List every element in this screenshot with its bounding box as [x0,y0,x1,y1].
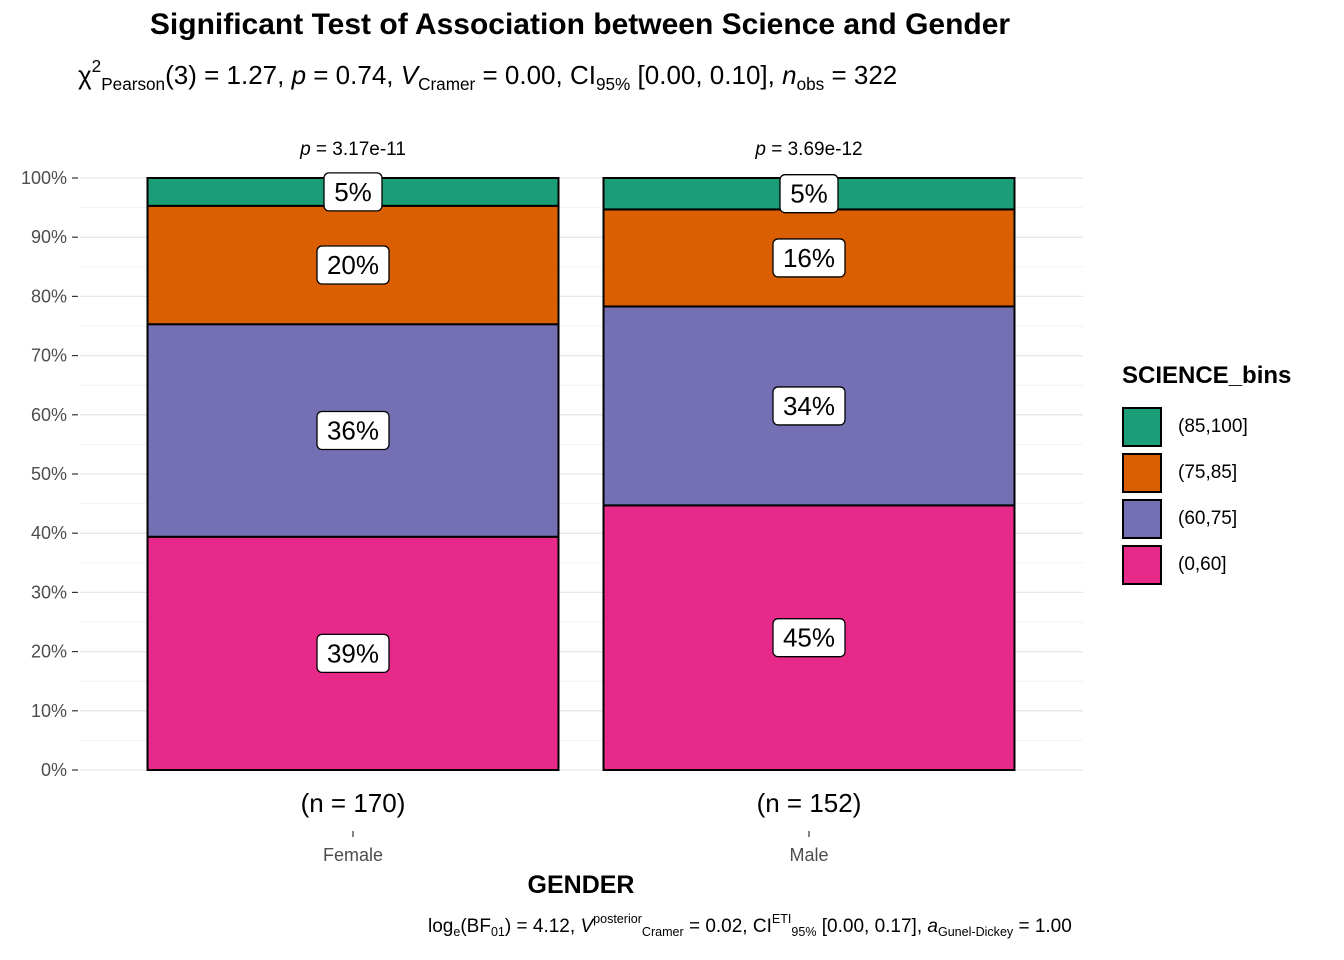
ci-eti-value: [0.00, 0.17], [816,915,928,937]
bar-p-value: p = 3.17e-11 [299,139,406,160]
x-tick-label: Male [789,845,828,865]
data-label-box [316,410,390,451]
y-tick-label: 20% [31,642,67,662]
ci-value: [0.00, 0.10], [630,60,783,90]
legend-label: (0,60] [1178,554,1227,575]
data-label: 20% [327,250,379,280]
y-tick-label: 0% [41,760,67,780]
legend-title: SCIENCE_bins [1122,362,1292,389]
legend-key [1122,407,1162,447]
bf-value: ) = 4.12, [504,915,581,937]
data-label: 36% [327,415,379,445]
legend-key [1122,545,1162,585]
bar-p-value: p = 3.69e-12 [754,139,862,160]
legend-item: (60,75] [1122,496,1291,542]
bf-subscript: 01 [490,925,505,940]
y-tick-label: 100% [21,168,67,188]
ci-eti-subscript: 95% [791,925,817,940]
v-subscript: Cramer [418,74,476,94]
p-value: = 0.74, [306,60,401,90]
data-label: 39% [327,638,379,668]
chart-subtitle: χ2Pearson(3) = 1.27, p = 0.74, VCramer =… [78,56,897,95]
y-tick-label: 30% [31,582,67,602]
legend-item: (85,100] [1122,404,1291,450]
legend-item: (0,60] [1122,542,1291,588]
df-text: (3) = 1.27, [165,60,292,90]
y-tick-label: 60% [31,405,67,425]
p-label: p [291,60,307,90]
legend-item: (75,85] [1122,450,1291,496]
chi-superscript: 2 [91,56,102,76]
data-label-box [316,633,390,674]
data-label: 34% [783,391,835,421]
chi-symbol: χ [78,60,92,90]
log-subscript: e [453,925,461,940]
legend-key [1122,499,1162,539]
chart-plot: 0% 10% 20% 30% 40% 50% 60% 70% 80% 90% 100% 39% 36% 2… [21,139,1083,899]
chart-title: Significant Test of Association between … [149,8,1011,41]
x-axis-title: GENDER [528,871,635,899]
legend-label: (60,75] [1178,508,1238,529]
data-label-box [323,172,383,212]
data-label-box [779,174,839,214]
a-subscript: Gunel-Dickey [937,925,1014,940]
x-tick-label: Female [323,845,383,865]
data-label: 16% [783,243,835,273]
legend: SCIENCE_bins (85,100] (75,85] (60,75] (0… [1122,362,1291,588]
y-tick-label: 80% [31,286,67,306]
legend-label: (85,100] [1178,416,1248,437]
n-subscript: obs [796,74,825,94]
ci-subscript: 95% [595,74,631,94]
data-label: 5% [790,179,828,209]
v-posterior-label: V [580,915,594,937]
v-posterior-value: = 0.02, CI [683,915,772,937]
data-label: 5% [334,177,372,207]
v-posterior-subscript: Cramer [641,925,684,940]
y-tick-label: 40% [31,523,67,543]
data-label-box [772,386,846,426]
log-text: log [428,915,454,937]
v-posterior-superscript: posterior [593,912,642,926]
n-value: = 322 [824,60,898,90]
bf-text: (BF [460,915,491,937]
chi-subscript: Pearson [101,74,166,94]
data-label-box [772,238,846,278]
bar-count-label: (n = 152) [757,788,862,818]
y-tick-label: 70% [31,346,67,366]
legend-label: (75,85] [1178,462,1238,483]
data-label-box [316,245,390,285]
data-label-box [772,618,846,658]
v-value: = 0.00, CI [475,60,596,90]
ci-eti-superscript: ETI [771,912,792,926]
y-tick-label: 50% [31,464,67,484]
a-value: = 1.00 [1013,915,1072,937]
data-label: 45% [783,623,835,653]
y-tick-label: 10% [31,701,67,721]
bar-count-label: (n = 170) [301,788,406,818]
chart-caption: loge(BF01) = 4.12, VposteriorCramer = 0.… [428,912,1072,939]
legend-key [1122,453,1162,493]
a-label: a [927,915,938,937]
y-tick-label: 90% [31,227,67,247]
v-label: V [400,60,419,90]
n-label: n [782,60,797,90]
